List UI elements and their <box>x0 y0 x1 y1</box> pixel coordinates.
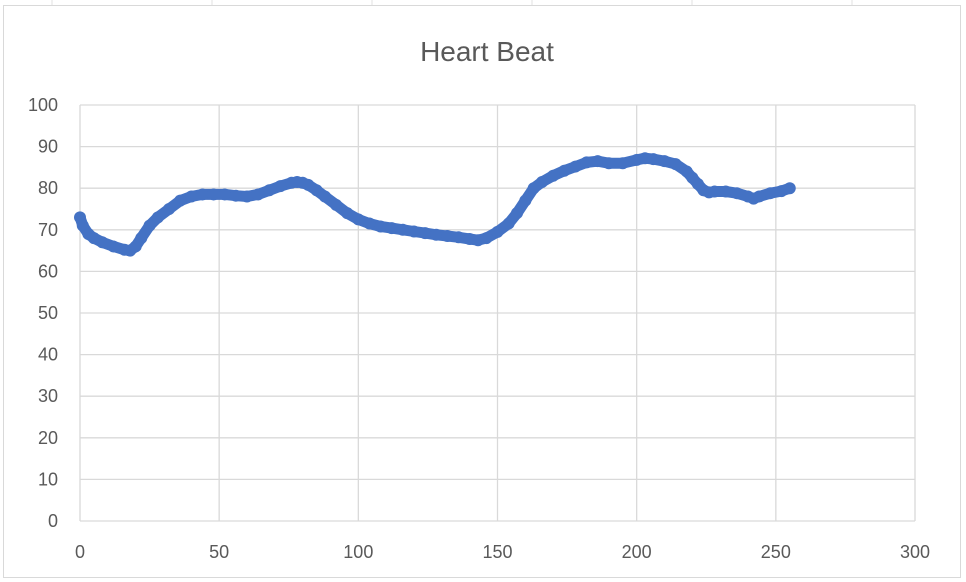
gridlines <box>79 104 916 522</box>
data-point[interactable] <box>547 169 560 182</box>
data-point[interactable] <box>519 194 532 207</box>
data-point[interactable] <box>730 187 743 200</box>
data-point[interactable] <box>536 175 549 188</box>
data-point[interactable] <box>616 157 629 170</box>
data-point[interactable] <box>218 188 231 201</box>
data-point[interactable] <box>263 184 276 197</box>
data-point[interactable] <box>318 190 331 203</box>
data-point[interactable] <box>207 188 220 201</box>
y-tick-label: 0 <box>48 511 58 531</box>
data-point[interactable] <box>196 188 209 201</box>
data-point[interactable] <box>352 213 365 226</box>
data-point[interactable] <box>558 164 571 177</box>
data-point[interactable] <box>527 182 540 195</box>
data-point[interactable] <box>151 211 164 224</box>
data-point[interactable] <box>374 220 387 233</box>
x-axis-tick-labels: 0 50 100 150 200 250 300 <box>75 542 930 562</box>
data-point[interactable] <box>229 189 242 202</box>
data-point[interactable] <box>569 160 582 173</box>
data-point[interactable] <box>163 203 176 215</box>
y-tick-label: 70 <box>38 220 58 240</box>
data-point[interactable] <box>135 232 148 245</box>
data-point[interactable] <box>241 190 253 203</box>
series-0[interactable] <box>74 152 796 257</box>
data-point[interactable] <box>310 184 323 197</box>
data-point[interactable] <box>669 158 682 171</box>
x-tick-label: 300 <box>900 542 930 562</box>
data-point[interactable] <box>430 228 443 241</box>
data-point[interactable] <box>441 230 454 243</box>
y-tick-label: 40 <box>38 345 58 365</box>
data-point[interactable] <box>591 155 604 168</box>
data-point[interactable] <box>396 223 409 236</box>
y-tick-label: 80 <box>38 178 58 198</box>
y-tick-label: 10 <box>38 469 58 489</box>
y-tick-label: 50 <box>38 303 58 323</box>
data-point[interactable] <box>491 225 504 238</box>
data-point[interactable] <box>480 232 493 245</box>
x-tick-label: 100 <box>343 542 373 562</box>
data-point[interactable] <box>143 219 156 232</box>
x-tick-label: 200 <box>622 542 652 562</box>
data-point[interactable] <box>764 187 777 200</box>
data-point[interactable] <box>385 222 398 235</box>
y-axis-tick-labels: 0 10 20 30 40 50 60 70 80 90 100 <box>28 95 58 531</box>
data-point[interactable] <box>107 240 120 253</box>
y-tick-label: 60 <box>38 261 58 281</box>
data-point[interactable] <box>719 185 732 198</box>
data-point[interactable] <box>174 194 187 207</box>
data-point[interactable] <box>96 236 109 249</box>
data-point[interactable] <box>330 198 343 211</box>
y-tick-label: 100 <box>28 95 58 115</box>
data-point[interactable] <box>602 157 615 170</box>
data-point[interactable] <box>452 231 465 244</box>
data-point[interactable] <box>419 227 432 240</box>
x-tick-label: 150 <box>482 542 512 562</box>
chart-area[interactable]: Heart Beat 0 10 20 30 40 50 60 70 80 90 100 0 50 100… <box>3 5 961 578</box>
chart-title: Heart Beat <box>420 36 554 67</box>
data-point[interactable] <box>783 182 796 195</box>
x-tick-label: 50 <box>209 542 229 562</box>
data-point[interactable] <box>753 190 766 203</box>
y-tick-label: 30 <box>38 386 58 406</box>
data-point[interactable] <box>658 155 671 168</box>
data-point[interactable] <box>363 217 376 230</box>
data-point[interactable] <box>502 217 515 230</box>
x-tick-label: 0 <box>75 542 85 562</box>
data-point[interactable] <box>580 156 593 169</box>
y-tick-label: 90 <box>38 137 58 157</box>
data-point[interactable] <box>408 225 420 238</box>
data-point[interactable] <box>185 190 198 203</box>
heart-beat-chart: Heart Beat 0 10 20 30 40 50 60 70 80 90 100 0 50 100… <box>28 36 930 562</box>
data-point[interactable] <box>708 185 721 198</box>
y-tick-label: 20 <box>38 428 58 448</box>
data-point[interactable] <box>341 207 354 220</box>
series-layer <box>74 152 796 257</box>
x-tick-label: 250 <box>761 542 791 562</box>
data-point[interactable] <box>274 180 287 193</box>
data-point[interactable] <box>510 207 523 220</box>
data-point[interactable] <box>252 188 265 201</box>
data-point[interactable] <box>647 153 660 166</box>
